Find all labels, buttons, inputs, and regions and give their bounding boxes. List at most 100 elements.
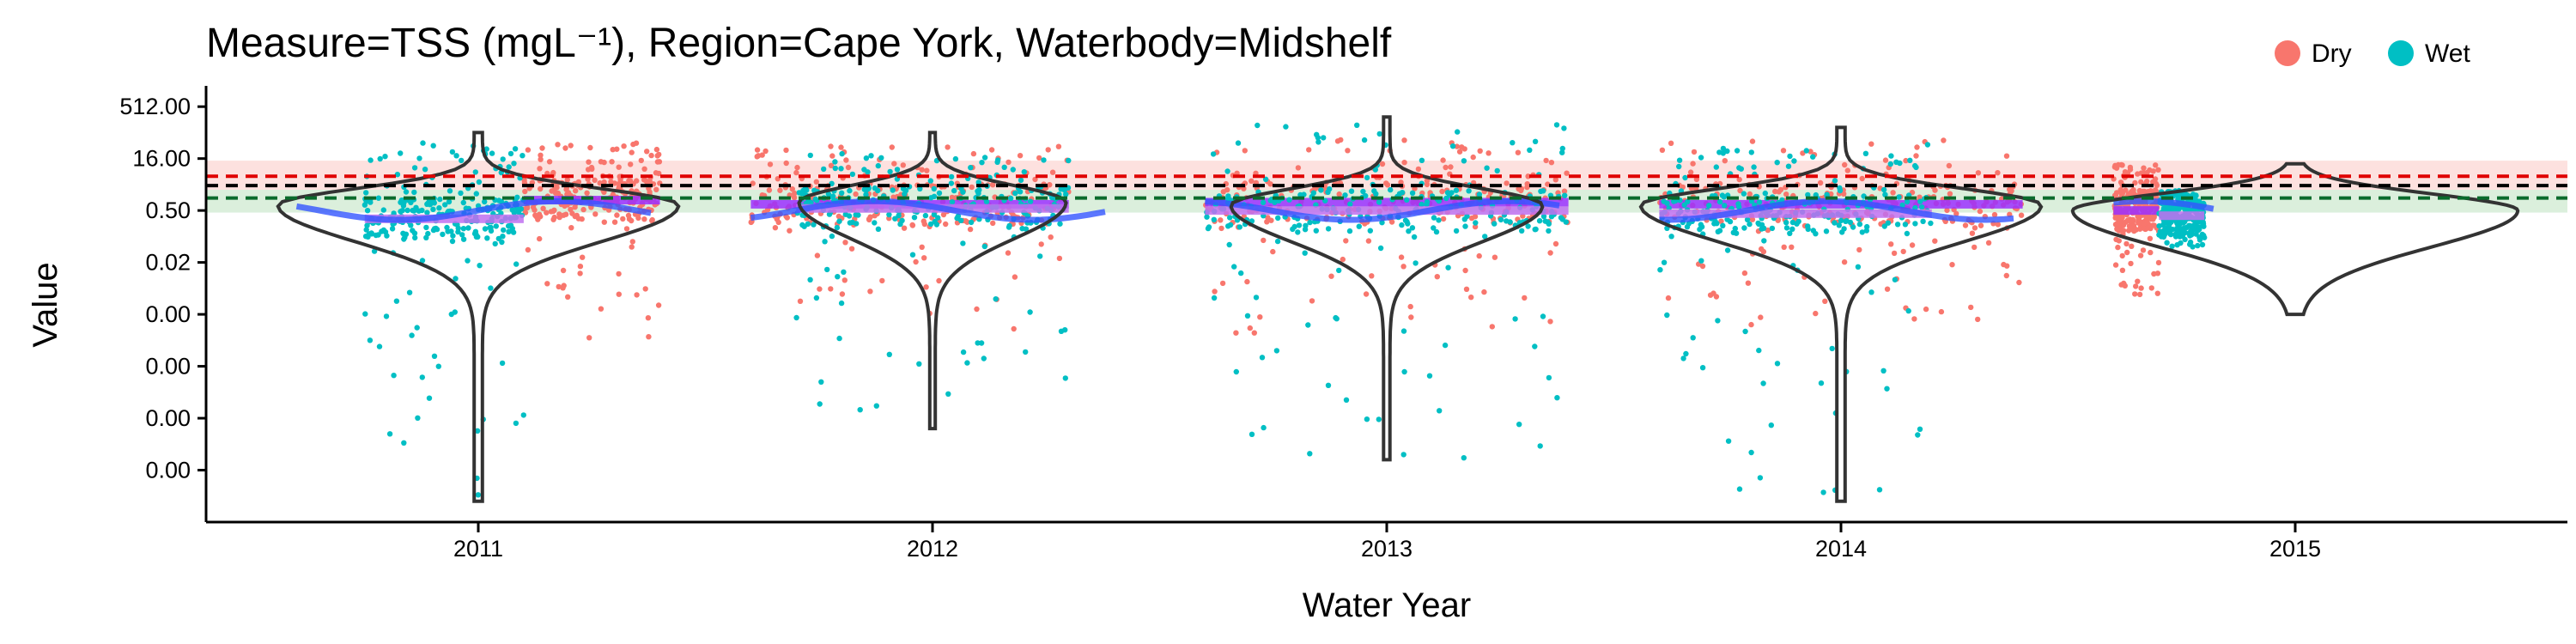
y-tick-label: 16.00 (132, 146, 191, 172)
data-point (2151, 214, 2157, 221)
data-point (1398, 179, 1404, 185)
data-point (1971, 244, 1978, 251)
data-point (1327, 185, 1333, 192)
data-point (419, 207, 425, 214)
data-point (975, 191, 981, 197)
data-point (1547, 250, 1553, 256)
data-point (890, 187, 896, 193)
data-point (899, 217, 905, 224)
data-point (1041, 157, 1047, 163)
data-point (1932, 187, 1938, 193)
data-point (1915, 432, 1921, 438)
data-point (750, 180, 756, 186)
data-point (1548, 160, 1555, 166)
data-point (1360, 188, 1366, 195)
data-point (587, 144, 593, 151)
data-point (538, 156, 544, 162)
data-point (1247, 325, 1254, 331)
data-point (1920, 218, 1926, 224)
data-point (1783, 191, 1789, 197)
data-point (1789, 219, 1796, 226)
data-point (413, 204, 419, 210)
data-point (923, 284, 929, 290)
data-point (459, 157, 465, 164)
data-point (400, 203, 407, 209)
data-point (629, 217, 635, 224)
data-point (2003, 272, 2009, 279)
data-point (1941, 137, 1947, 143)
data-point (1671, 198, 1677, 204)
data-point (911, 215, 918, 221)
data-point (1356, 223, 1363, 229)
data-point (2142, 220, 2148, 226)
data-point (1527, 147, 1533, 153)
data-point (610, 147, 616, 153)
data-point (2112, 222, 2119, 228)
data-point (1884, 286, 1891, 292)
data-point (641, 166, 647, 172)
x-tick-label: 2012 (907, 536, 958, 562)
data-point (1400, 328, 1407, 334)
data-point (482, 198, 488, 205)
data-point (1856, 246, 1862, 253)
data-point (598, 159, 605, 165)
data-point (376, 343, 383, 349)
data-point (544, 210, 550, 216)
data-point (1904, 230, 1911, 237)
data-point (1562, 192, 1568, 198)
data-point (364, 222, 370, 228)
data-point (465, 225, 471, 231)
data-point (1762, 190, 1768, 197)
data-point (838, 166, 844, 172)
data-point (994, 157, 1001, 163)
data-point (835, 274, 841, 280)
data-point (1891, 250, 1898, 257)
y-tick-label: 0.00 (145, 458, 191, 483)
data-point (654, 159, 661, 165)
data-point (1055, 143, 1062, 149)
data-point (363, 227, 369, 233)
data-point (863, 155, 870, 161)
data-point (363, 190, 369, 196)
data-point (2133, 283, 2139, 289)
data-point (1492, 221, 1498, 227)
data-point (634, 292, 640, 298)
data-point (1938, 308, 1945, 315)
data-point (1924, 142, 1931, 148)
data-point (2135, 278, 2141, 284)
data-point (1759, 246, 1765, 252)
data-point (1367, 228, 1374, 234)
data-point (2119, 252, 2125, 259)
data-point (1238, 270, 1244, 276)
data-point (1856, 221, 1863, 228)
data-point (386, 431, 393, 437)
data-point (2123, 240, 2129, 247)
data-point (1881, 223, 1887, 229)
data-point (577, 270, 583, 276)
data-point (836, 218, 842, 224)
data-point (380, 207, 386, 213)
data-point (2124, 249, 2130, 256)
data-point (1313, 228, 1320, 234)
data-point (1747, 191, 1753, 197)
data-point (1235, 140, 1242, 146)
data-point (530, 204, 537, 210)
data-point (1751, 164, 1757, 170)
data-point (927, 221, 934, 228)
data-point (817, 401, 823, 407)
data-point (1377, 245, 1384, 252)
data-point (1741, 191, 1747, 197)
data-point (1850, 224, 1856, 230)
data-point (1018, 177, 1024, 184)
data-point (839, 190, 845, 196)
data-point (1257, 314, 1263, 320)
data-point (1477, 148, 1483, 154)
data-point (1757, 475, 1764, 481)
data-point (1220, 189, 1227, 195)
data-point (362, 311, 368, 317)
data-point (475, 492, 482, 498)
data-point (1244, 313, 1251, 319)
data-point (1914, 144, 1920, 150)
data-point (814, 252, 821, 258)
